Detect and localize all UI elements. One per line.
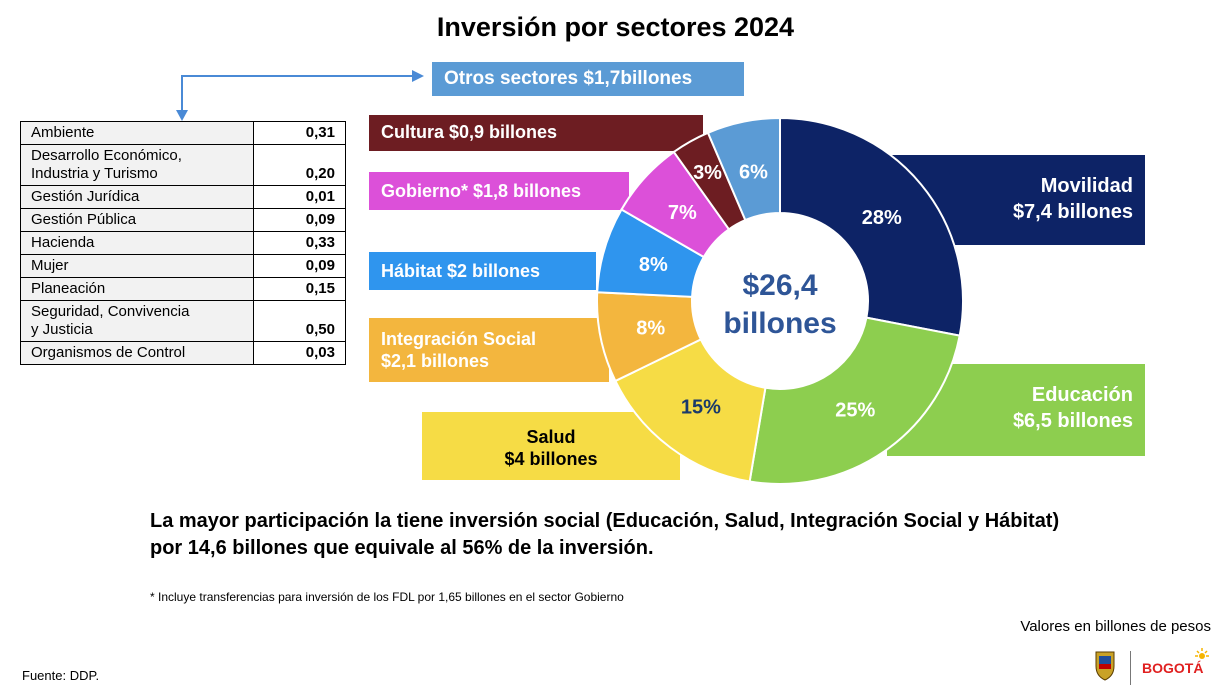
table-cell-value: 0,09 [253, 254, 346, 278]
slice-percent-label: 28% [862, 207, 902, 229]
center-total-label: billones [723, 307, 836, 340]
table-cell-value: 0,33 [253, 231, 346, 255]
table-cell-sector: Desarrollo Económico, Industria y Turismo [20, 144, 254, 186]
label-otros-sectores: Otros sectores $1,7billones [432, 62, 744, 96]
label-salud-value: $4 billones [504, 449, 598, 469]
label-cultura-text: Cultura $0,9 billones [381, 122, 558, 142]
table-cell-value: 0,31 [253, 121, 346, 145]
label-movilidad-name: Movilidad [1040, 175, 1133, 197]
label-movilidad-value: $7,4 billones [1012, 201, 1133, 223]
donut-slice-movilidad [779, 116, 964, 337]
units-note: Valores en billones de pesos [1020, 618, 1211, 635]
label-salud: Salud $4 billones [422, 412, 680, 480]
sun-icon [1195, 648, 1209, 659]
slice-percent-label: 6% [739, 162, 768, 184]
table-cell-sector: Gestión Pública [20, 208, 254, 232]
label-integracion-social-name: Integración Social [381, 329, 537, 349]
center-total-label: $26,4 [742, 269, 817, 302]
conclusion-text: La mayor participación la tiene inversió… [150, 510, 1060, 559]
slice-percent-label: 7% [668, 202, 697, 224]
otros-sectores-table: Ambiente 0,31 Desarrollo Económico, Industr… [20, 121, 346, 365]
slice-percent-label: 3% [693, 162, 722, 184]
alcaldia-logo [1090, 650, 1120, 686]
slice-percent-label: 8% [636, 318, 665, 340]
label-cultura: Cultura $0,9 billones [369, 115, 703, 151]
table-row: Gestión Pública 0,09 [20, 208, 346, 232]
label-integracion-social-value: $2,1 billones [381, 351, 490, 371]
donut-slice-salud [614, 338, 767, 483]
slice-percent-label: 25% [835, 399, 875, 421]
donut-slice-educaci-n [748, 316, 961, 485]
footnote: * Incluye transferencias para inversión … [150, 590, 624, 604]
table-row: Seguridad, Convivencia y Justicia 0,50 [20, 300, 346, 342]
table-cell-sector: Seguridad, Convivencia y Justicia [20, 300, 254, 342]
table-cell-value: 0,20 [253, 144, 346, 186]
table-cell-sector: Hacienda [20, 231, 254, 255]
table-cell-value: 0,50 [253, 300, 346, 342]
table-cell-value: 0,03 [253, 341, 346, 365]
table-row: Gestión Jurídica 0,01 [20, 185, 346, 209]
table-row: Planeación 0,15 [20, 277, 346, 301]
slice-percent-label: 8% [639, 254, 668, 276]
table-cell-sector: Mujer [20, 254, 254, 278]
coat-of-arms-icon [1095, 651, 1115, 681]
table-cell-value: 0,09 [253, 208, 346, 232]
table-cell-sector: Gestión Jurídica [20, 185, 254, 209]
table-row: Ambiente 0,31 [20, 121, 346, 145]
label-habitat: Hábitat $2 billones [369, 252, 596, 290]
label-gobierno-text: Gobierno* $1,8 billones [381, 181, 582, 201]
label-habitat-text: Hábitat $2 billones [381, 261, 541, 281]
logo-divider [1130, 651, 1131, 685]
slice-percent-label: 15% [681, 397, 721, 419]
label-educacion-value: $6,5 billones [1012, 410, 1133, 432]
label-integracion-social: Integración Social $2,1 billones [369, 318, 609, 382]
donut-slice-otros-sectores [706, 116, 781, 222]
table-row: Mujer 0,09 [20, 254, 346, 278]
label-gobierno: Gobierno* $1,8 billones [369, 172, 629, 210]
table-cell-value: 0,01 [253, 185, 346, 209]
table-cell-sector: Planeación [20, 277, 254, 301]
table-cell-value: 0,15 [253, 277, 346, 301]
table-row: Organismos de Control 0,03 [20, 341, 346, 365]
table-cell-sector: Ambiente [20, 121, 254, 145]
label-otros-sectores-text: Otros sectores $1,7billones [444, 68, 693, 89]
table-cell-sector: Organismos de Control [20, 341, 254, 365]
donut-chart: 28% 25% 15% 8% 8% 7% 3% 6% $26,4 billones [596, 116, 964, 485]
table-row: Desarrollo Económico, Industria y Turismo… [20, 144, 346, 186]
bogota-logo: BOGOTÁ [1142, 660, 1204, 676]
table-row: Hacienda 0,33 [20, 231, 346, 255]
label-educacion-name: Educación [1031, 384, 1133, 406]
label-salud-name: Salud [526, 427, 576, 447]
label-movilidad: Movilidad $7,4 billones [887, 155, 1145, 245]
source-note: Fuente: DDP. [22, 668, 100, 683]
chart-title: Inversión por sectores 2024 [436, 12, 795, 42]
